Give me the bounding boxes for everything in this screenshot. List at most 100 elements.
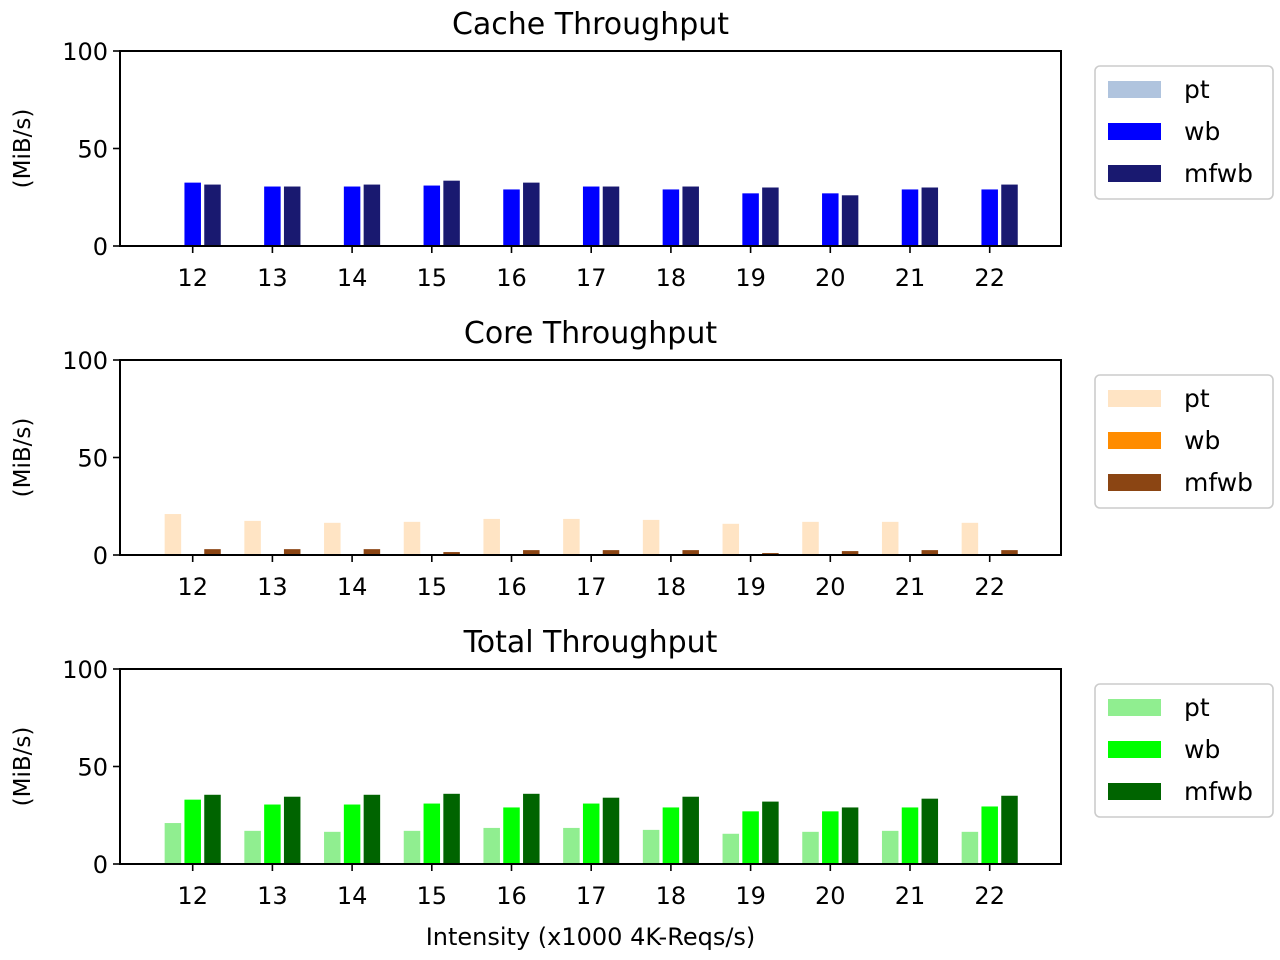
bar-pt-20	[802, 831, 819, 864]
x-tick-label: 15	[417, 573, 448, 601]
bar-mfwb-12	[204, 184, 221, 246]
bar-wb-14	[343, 804, 361, 864]
bar-wb-22	[981, 189, 998, 246]
bar-mfwb-21	[921, 187, 939, 246]
bar-pt-17	[563, 518, 580, 555]
x-tick-label: 13	[257, 882, 288, 910]
legend-swatch-pt	[1108, 390, 1161, 407]
x-tick-label: 18	[656, 573, 687, 601]
bar-pt-15	[403, 830, 421, 864]
x-tick-label: 20	[815, 882, 846, 910]
y-tick-label: 0	[93, 233, 108, 261]
bar-wb-13	[264, 186, 281, 246]
bar-wb-12	[184, 182, 201, 246]
legend-swatch-pt	[1108, 699, 1161, 716]
bar-pt-15	[403, 521, 421, 555]
y-axis-label: (MiB/s)	[10, 418, 36, 498]
bar-mfwb-17	[602, 797, 620, 864]
bar-pt-18	[642, 829, 660, 864]
bar-wb-20	[822, 193, 839, 246]
x-tick-label: 13	[257, 573, 288, 601]
x-tick-label: 20	[815, 264, 846, 292]
x-tick-label: 18	[656, 264, 687, 292]
bar-mfwb-22	[1001, 795, 1018, 864]
bar-pt-16	[483, 827, 500, 864]
legend-swatch-mfwb	[1108, 783, 1161, 800]
x-tick-label: 14	[337, 882, 368, 910]
y-tick-label: 0	[93, 851, 108, 879]
bar-mfwb-16	[523, 550, 540, 555]
x-tick-label: 20	[815, 573, 846, 601]
y-axis-label: (MiB/s)	[10, 727, 36, 807]
bar-pt-19	[722, 833, 740, 864]
y-tick-label: 100	[62, 656, 108, 684]
legend: pt wb mfwb	[1094, 65, 1274, 200]
bar-wb-21	[901, 807, 919, 864]
y-tick-label: 0	[93, 542, 108, 570]
bar-wb-17	[582, 803, 600, 864]
x-tick-label: 21	[895, 264, 926, 292]
bar-pt-22	[961, 831, 979, 864]
bar-wb-18	[662, 189, 680, 246]
legend-label-mfwb: mfwb	[1184, 468, 1253, 497]
x-tick-label: 14	[337, 264, 368, 292]
bar-wb-19	[742, 811, 759, 864]
y-tick-label: 100	[62, 38, 108, 66]
legend-swatch-mfwb	[1108, 474, 1161, 491]
bar-mfwb-22	[1001, 550, 1018, 555]
chart-title: Total Throughput	[463, 625, 718, 660]
bar-mfwb-13	[283, 549, 301, 555]
bar-mfwb-21	[921, 550, 939, 555]
legend-label-wb: wb	[1184, 735, 1220, 764]
x-tick-label: 16	[496, 573, 527, 601]
bar-wb-17	[582, 186, 600, 246]
bar-pt-14	[324, 831, 341, 864]
x-axis-label: Intensity (x1000 4K-Reqs/s)	[426, 923, 756, 951]
legend-swatch-mfwb	[1108, 165, 1161, 182]
bar-wb-18	[662, 807, 680, 864]
bar-mfwb-12	[204, 549, 221, 555]
x-tick-label: 19	[735, 882, 766, 910]
x-tick-label: 17	[576, 573, 607, 601]
bar-wb-19	[742, 193, 759, 246]
x-tick-label: 17	[576, 264, 607, 292]
x-tick-label: 13	[257, 264, 288, 292]
legend-label-mfwb: mfwb	[1184, 159, 1253, 188]
bar-mfwb-20	[841, 551, 859, 555]
bar-mfwb-15	[443, 793, 460, 864]
x-tick-label: 14	[337, 573, 368, 601]
y-tick-label: 50	[77, 754, 108, 782]
y-axis-label: (MiB/s)	[10, 109, 36, 189]
legend-label-mfwb: mfwb	[1184, 777, 1253, 806]
chart-title: Cache Throughput	[452, 7, 729, 42]
bar-mfwb-17	[602, 550, 620, 555]
bar-wb-16	[503, 189, 520, 246]
bar-pt-13	[244, 520, 261, 555]
legend-swatch-wb	[1108, 741, 1161, 758]
legend-label-pt: pt	[1184, 693, 1210, 722]
bar-mfwb-15	[443, 552, 460, 555]
bar-mfwb-13	[283, 796, 301, 864]
bar-wb-15	[423, 185, 441, 246]
legend-swatch-wb	[1108, 432, 1161, 449]
bar-mfwb-19	[762, 801, 779, 864]
bar-mfwb-13	[283, 186, 301, 246]
legend: pt wb mfwb	[1094, 683, 1274, 818]
x-tick-label: 22	[974, 882, 1005, 910]
x-tick-label: 12	[177, 573, 208, 601]
axes-frame	[119, 359, 1062, 556]
legend: pt wb mfwb	[1094, 374, 1274, 509]
bar-mfwb-18	[682, 186, 699, 246]
bar-mfwb-12	[204, 794, 221, 864]
x-tick-label: 15	[417, 882, 448, 910]
bar-wb-13	[264, 804, 281, 864]
legend-label-pt: pt	[1184, 384, 1210, 413]
chart-title: Core Throughput	[464, 316, 717, 351]
legend-swatch-pt	[1108, 81, 1161, 98]
x-tick-label: 17	[576, 882, 607, 910]
bar-mfwb-18	[682, 550, 699, 555]
bar-wb-22	[981, 806, 998, 864]
bar-pt-22	[961, 522, 979, 555]
legend-label-wb: wb	[1184, 426, 1220, 455]
